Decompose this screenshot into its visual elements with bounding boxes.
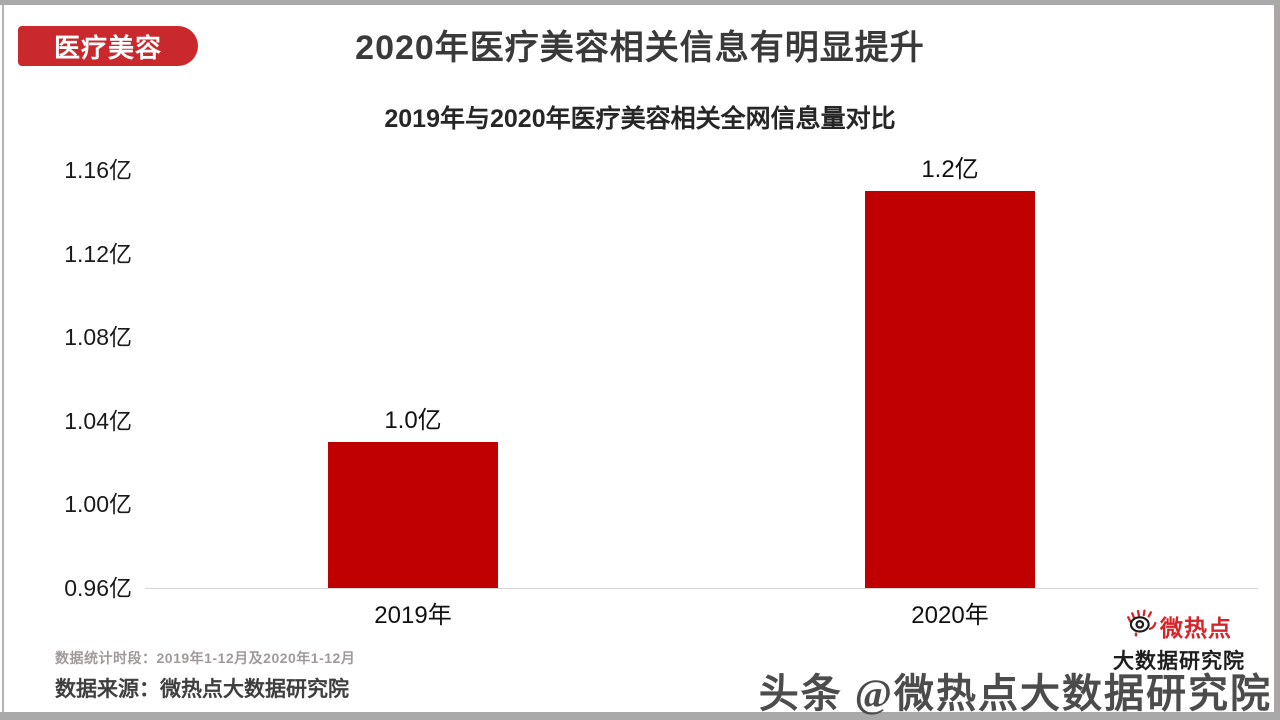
- y-axis-tick: 1.12亿: [64, 240, 132, 267]
- frame-top: [0, 0, 1280, 5]
- bar-2019年: [328, 441, 498, 588]
- y-axis-tick: 1.08亿: [64, 324, 132, 351]
- page-title: 2020年医疗美容相关信息有明显提升: [355, 29, 925, 67]
- y-axis-tick: 1.04亿: [64, 407, 132, 434]
- frame-bottom: [0, 712, 1280, 720]
- bar-value-label: 1.2亿: [921, 155, 979, 183]
- watermark-text: 头条 @微热点大数据研究院: [758, 671, 1272, 716]
- x-axis-line: [145, 588, 1258, 589]
- weihotspot-eye-icon: [1126, 608, 1158, 644]
- category-badge: 医疗美容: [18, 26, 198, 66]
- frame-left: [2, 5, 4, 712]
- x-axis-label: 2019年: [374, 602, 452, 629]
- footer-source-note: 数据来源：微热点大数据研究院: [55, 678, 349, 701]
- y-axis-tick: 1.16亿: [64, 157, 132, 183]
- footer-period-note: 数据统计时段：2019年1-12月及2020年1-12月: [55, 650, 356, 666]
- y-axis-tick: 1.00亿: [64, 491, 132, 518]
- brand-name: 微热点: [1160, 615, 1232, 641]
- brand-logo: 微热点 大数据研究院: [1095, 608, 1263, 675]
- x-axis-label: 2020年: [911, 602, 989, 629]
- chart-subtitle: 2019年与2020年医疗美容相关全网信息量对比: [384, 105, 896, 133]
- frame-right: [1274, 5, 1280, 712]
- y-axis-tick: 0.96亿: [64, 575, 132, 601]
- brand-subname: 大数据研究院: [1113, 650, 1245, 673]
- bar-2020年: [865, 190, 1035, 588]
- bar-value-label: 1.0亿: [384, 406, 442, 434]
